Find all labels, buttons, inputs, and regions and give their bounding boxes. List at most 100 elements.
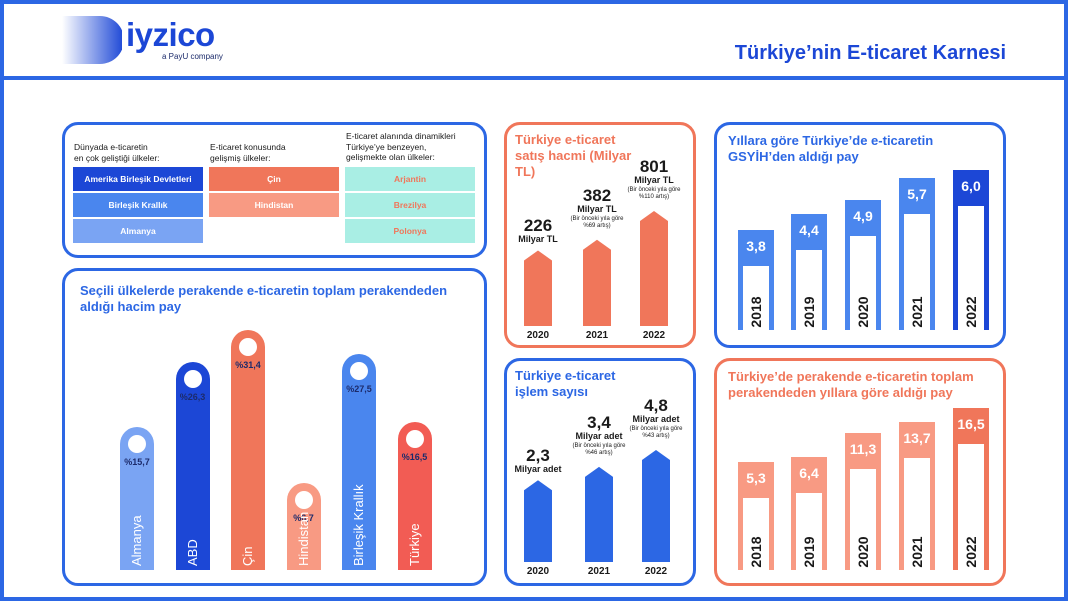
country-item: Polonya bbox=[345, 219, 475, 243]
value-label: 5,7 bbox=[907, 186, 927, 203]
bar-dot bbox=[128, 435, 146, 453]
bar-inner bbox=[743, 266, 769, 330]
bar-inner bbox=[904, 214, 930, 330]
year-label: 2020 bbox=[526, 330, 550, 341]
country-group-heading-1: Dünyada e-ticaretin en çok geliştiği ülk… bbox=[74, 142, 160, 163]
year-label: 2021 bbox=[585, 330, 609, 341]
unit-label: Milyar TL bbox=[634, 175, 674, 185]
growth-note: (Bir önceki yıla göre %43 artış) bbox=[629, 426, 683, 439]
unit-label: Milyar adet bbox=[575, 430, 623, 441]
bar-inner bbox=[850, 469, 876, 570]
value-label: 3,8 bbox=[746, 238, 766, 254]
bar-inner bbox=[958, 444, 984, 570]
year-label: 2020 bbox=[855, 296, 871, 328]
bar: 5,3 bbox=[738, 462, 774, 570]
bar-dot bbox=[183, 369, 202, 388]
value-label: 4,8 bbox=[644, 396, 668, 415]
bar bbox=[524, 250, 552, 326]
growth-note: (Bir önceki yıla göre %46 artış) bbox=[572, 442, 626, 456]
bar bbox=[585, 466, 613, 562]
bar-inner bbox=[743, 498, 769, 570]
iyzico-logo-icon bbox=[62, 16, 122, 64]
unit-label: Milyar adet bbox=[514, 464, 562, 475]
bar bbox=[642, 450, 670, 562]
bar-dot bbox=[350, 362, 368, 381]
bar: 11,3 bbox=[845, 433, 881, 570]
bar: 6,0 bbox=[953, 170, 989, 330]
bar-inner bbox=[850, 236, 876, 330]
value-label: 4,4 bbox=[799, 221, 819, 238]
year-label: 2022 bbox=[963, 296, 979, 328]
value-label: 382 bbox=[582, 185, 612, 205]
bar-dot bbox=[405, 430, 424, 449]
bar bbox=[175, 361, 210, 570]
value-label: 13,7 bbox=[903, 429, 931, 446]
bar: 13,7 bbox=[899, 421, 935, 570]
country-item: Hindistan bbox=[209, 193, 339, 217]
bar bbox=[583, 239, 611, 326]
growth-note: (Bir önceki yıla göre %69 artış) bbox=[570, 215, 624, 229]
gdp-share-title: Yıllara göre Türkiye’de e-ticaretin GSYİ… bbox=[728, 133, 934, 164]
country-item: Çin bbox=[209, 167, 339, 191]
brand-subtitle: a PayU company bbox=[162, 52, 223, 61]
bar: 5,7 bbox=[899, 178, 935, 330]
year-label: 2022 bbox=[642, 330, 666, 341]
value-label: %15,7 bbox=[124, 457, 150, 467]
value-label: 16,5 bbox=[957, 416, 985, 432]
year-label: 2021 bbox=[909, 536, 925, 568]
bar-dot bbox=[239, 338, 257, 356]
value-label: 11,3 bbox=[849, 441, 877, 458]
bar: 3,8 bbox=[738, 230, 774, 330]
country-item: Almanya bbox=[73, 219, 203, 243]
year-label: 2022 bbox=[644, 566, 668, 577]
country-item: Brezilya bbox=[345, 193, 475, 217]
country-item: Birleşik Krallık bbox=[73, 193, 203, 217]
growth-note: (Bir önceki yıla göre %110 artış) bbox=[627, 187, 681, 200]
bar-inner bbox=[796, 492, 822, 570]
year-label: 2018 bbox=[748, 536, 764, 568]
bar bbox=[524, 480, 552, 562]
retail-share-title: Seçili ülkelerde perakende e-ticaretin t… bbox=[80, 283, 448, 314]
year-label: 2021 bbox=[909, 296, 925, 328]
unit-label: Milyar adet bbox=[632, 414, 680, 424]
value-label: 2,3 bbox=[526, 446, 550, 466]
year-label: 2020 bbox=[526, 566, 550, 577]
country-item: Arjantin bbox=[345, 167, 475, 191]
bar bbox=[342, 354, 376, 570]
bar-inner bbox=[796, 249, 822, 330]
brand-name: iyzico bbox=[126, 16, 215, 53]
bar-inner bbox=[958, 206, 984, 330]
value-label: 226 bbox=[523, 216, 553, 236]
value-label: 801 bbox=[639, 157, 669, 176]
bar bbox=[640, 211, 668, 326]
year-label: 2018 bbox=[748, 296, 764, 328]
bar: 16,5 bbox=[953, 408, 989, 570]
value-label: %16,5 bbox=[401, 452, 428, 463]
year-label: 2020 bbox=[855, 536, 871, 568]
year-label: 2019 bbox=[801, 296, 817, 328]
bar: 6,4 bbox=[791, 456, 827, 570]
page-title: Türkiye’nin E-ticaret Karnesi bbox=[734, 42, 1006, 64]
value-label: %26,3 bbox=[179, 391, 206, 402]
bar: 4,9 bbox=[845, 200, 881, 330]
country-group-heading-2: E-ticaret konusunda gelişmiş ülkeler: bbox=[210, 142, 286, 163]
retail-share-years-title: Türkiye’de perakende e-ticaretin toplam … bbox=[728, 369, 974, 400]
bar bbox=[231, 330, 265, 570]
unit-label: Milyar TL bbox=[577, 203, 617, 214]
value-label: %6,7 bbox=[293, 512, 314, 523]
value-label: %27,5 bbox=[346, 384, 372, 395]
header-divider bbox=[0, 76, 1068, 80]
bar-dot bbox=[294, 490, 313, 509]
country-item: Amerika Birleşik Devletleri bbox=[73, 167, 203, 191]
bar-inner bbox=[904, 457, 930, 570]
year-label: 2022 bbox=[963, 536, 979, 568]
country-group-heading-3: E-ticaret alanında dinamikleri Türkiye’y… bbox=[346, 131, 456, 162]
year-label: 2021 bbox=[587, 566, 611, 577]
value-label: %31,4 bbox=[235, 360, 261, 370]
transactions-title: Türkiye e-ticaret işlem sayısı bbox=[515, 368, 616, 399]
value-label: 6,0 bbox=[961, 178, 981, 194]
year-label: 2019 bbox=[801, 536, 817, 568]
value-label: 4,9 bbox=[853, 208, 873, 224]
